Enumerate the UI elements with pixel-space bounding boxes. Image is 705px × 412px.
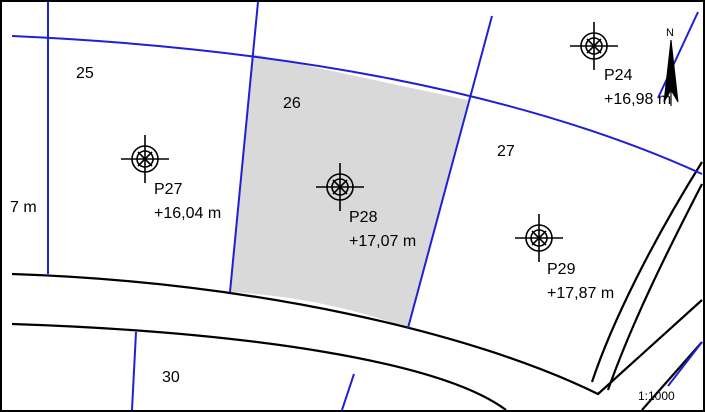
boundary-25-26 xyxy=(229,2,259,293)
road xyxy=(11,161,703,410)
point-name-P28: P28 xyxy=(349,209,378,226)
point-name-P24: P24 xyxy=(604,67,633,84)
point-elevation-P28: +17,07 m xyxy=(349,233,416,250)
parcel-boundaries xyxy=(11,2,703,410)
north-label: N xyxy=(666,27,674,39)
road-edge-north xyxy=(11,272,703,396)
boundary-corner xyxy=(667,341,703,387)
boundary-30-left xyxy=(131,331,137,410)
road-outer-curve xyxy=(606,183,703,391)
survey-point-P28[interactable] xyxy=(316,163,364,211)
boundary-27-right xyxy=(657,11,699,99)
boundary-26-27 xyxy=(407,15,493,329)
parcel-27-label[interactable]: 27 xyxy=(497,143,515,160)
road-edge-south xyxy=(11,322,507,410)
point-elevation-P24: +16,98 m xyxy=(604,91,671,108)
edge-elevation-fragment: 7 m xyxy=(10,199,37,216)
boundary-30-right xyxy=(341,373,355,410)
parcel-30-label[interactable]: 30 xyxy=(162,369,180,386)
point-elevation-P29: +17,87 m xyxy=(547,285,614,302)
north-arrow-icon xyxy=(663,39,679,106)
scale-label: 1:1000 xyxy=(638,389,675,403)
survey-point-P29[interactable] xyxy=(515,214,563,262)
parcel-26-label[interactable]: 26 xyxy=(283,95,301,112)
survey-crosshair-icon xyxy=(316,163,364,211)
parcel-25-label[interactable]: 25 xyxy=(76,65,94,82)
survey-point-P27[interactable] xyxy=(121,135,169,183)
road-inner-curve xyxy=(590,161,703,383)
parcel-26-highlight[interactable] xyxy=(230,54,468,328)
point-name-P29: P29 xyxy=(547,261,576,278)
point-elevation-P27: +16,04 m xyxy=(154,205,221,222)
survey-crosshair-icon xyxy=(121,135,169,183)
boundary-top-arc xyxy=(11,35,703,175)
point-name-P27: P27 xyxy=(154,181,183,198)
survey-crosshair-icon xyxy=(515,214,563,262)
survey-point-P24[interactable] xyxy=(570,22,618,70)
survey-crosshair-icon xyxy=(570,22,618,70)
